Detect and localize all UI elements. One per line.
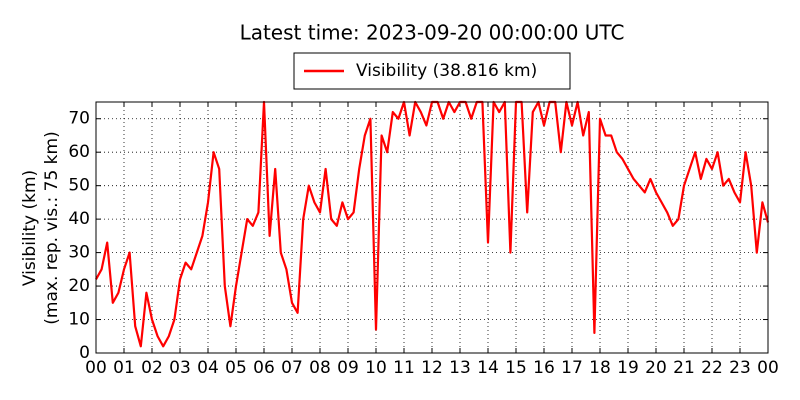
x-tick-label: 00 bbox=[85, 358, 107, 378]
y-tick-label: 50 bbox=[68, 176, 90, 196]
y-tick-label: 60 bbox=[68, 142, 90, 162]
x-tick-label: 15 bbox=[505, 358, 527, 378]
x-tick-label: 07 bbox=[281, 358, 303, 378]
y-tick-label: 20 bbox=[68, 276, 90, 296]
y-tick-label: 70 bbox=[68, 109, 90, 129]
x-tick-label: 23 bbox=[729, 358, 751, 378]
x-tick-label: 20 bbox=[645, 358, 667, 378]
x-tick-label: 10 bbox=[365, 358, 387, 378]
x-tick-label: 02 bbox=[141, 358, 163, 378]
y-axis-label: Visibility (km) bbox=[20, 170, 40, 286]
x-tick-label: 17 bbox=[561, 358, 583, 378]
x-tick-label: 03 bbox=[169, 358, 191, 378]
y-tick-label: 0 bbox=[79, 343, 90, 363]
x-tick-label: 08 bbox=[309, 358, 331, 378]
x-tick-label: 19 bbox=[617, 358, 639, 378]
y-tick-label: 30 bbox=[68, 243, 90, 263]
x-tick-label: 04 bbox=[197, 358, 219, 378]
x-tick-label: 06 bbox=[253, 358, 275, 378]
plot-frame bbox=[95, 101, 769, 354]
x-tick-label: 18 bbox=[589, 358, 611, 378]
x-tick-label: 14 bbox=[477, 358, 499, 378]
x-tick-label: 01 bbox=[113, 358, 135, 378]
x-tick-label: 21 bbox=[673, 358, 695, 378]
legend-box bbox=[293, 52, 571, 90]
x-tick-label: 11 bbox=[393, 358, 415, 378]
x-tick-label: 00 bbox=[757, 358, 779, 378]
x-tick-label: 13 bbox=[449, 358, 471, 378]
y-axis-label: (max. rep. vis.: 75 km) bbox=[42, 131, 62, 324]
x-tick-label: 05 bbox=[225, 358, 247, 378]
chart-title: Latest time: 2023-09-20 00:00:00 UTC bbox=[240, 21, 625, 45]
y-tick-label: 40 bbox=[68, 209, 90, 229]
x-tick-label: 16 bbox=[533, 358, 555, 378]
x-tick-label: 22 bbox=[701, 358, 723, 378]
x-tick-label: 09 bbox=[337, 358, 359, 378]
x-tick-label: 12 bbox=[421, 358, 443, 378]
legend-label: Visibility (38.816 km) bbox=[356, 61, 537, 81]
y-tick-label: 10 bbox=[68, 310, 90, 330]
